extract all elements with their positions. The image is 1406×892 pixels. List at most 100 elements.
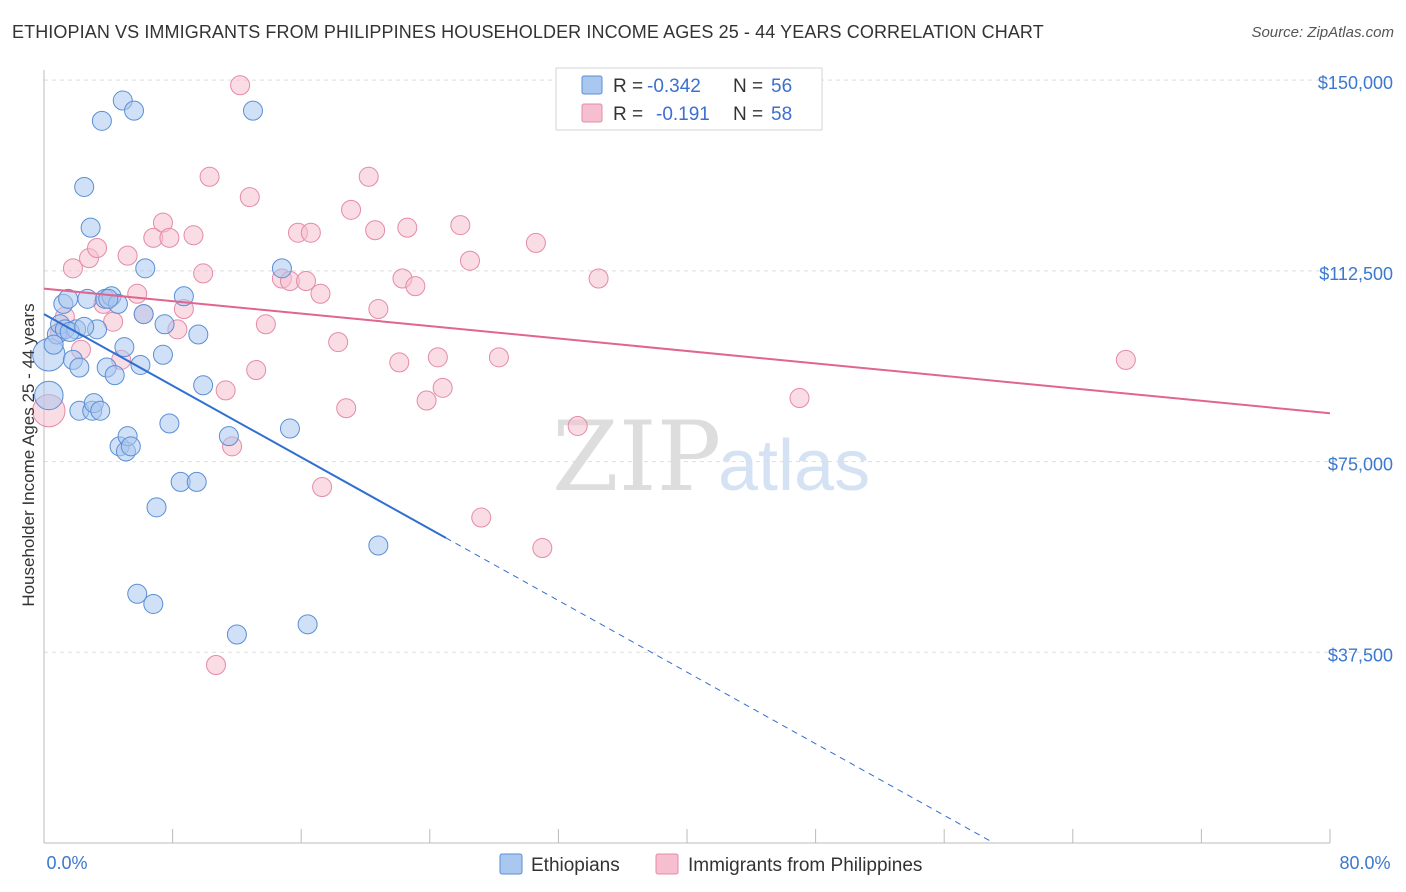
legend-r-label-1: R = [613, 76, 643, 97]
ethiopian-point [186, 471, 207, 492]
chart-title: ETHIOPIAN VS IMMIGRANTS FROM PHILIPPINES… [12, 22, 1044, 42]
ethiopian-point [193, 375, 214, 396]
philippines-point [488, 347, 509, 368]
ethiopian-point [120, 436, 141, 457]
trend-layer [43, 287, 1331, 844]
philippines-point [117, 245, 138, 266]
series-legend-swatch-philippines [655, 853, 679, 875]
philippines-point [310, 283, 331, 304]
ethiopian-point [133, 304, 154, 325]
series-legend: Ethiopians Immigrants from Philippines [499, 853, 922, 876]
ethiopian-point [98, 288, 119, 309]
y-tick-label: $112,500 [1319, 264, 1393, 284]
chart-source: Source: ZipAtlas.com [1251, 24, 1394, 41]
ethiopian-point [74, 176, 95, 197]
philippines-point [358, 166, 379, 187]
ethiopian-point [279, 418, 300, 439]
philippines-point [183, 225, 204, 246]
philippines-point [341, 199, 362, 220]
ethiopian-point [154, 314, 175, 335]
ethiopian-point [146, 497, 167, 518]
philippines-point [389, 352, 410, 373]
philippines-point [416, 390, 437, 411]
philippines-point [230, 75, 251, 96]
ethiopian-point [143, 593, 164, 614]
ethiopian-point [242, 100, 263, 121]
ethiopian-point [159, 413, 180, 434]
philippines-point [328, 332, 349, 353]
philippines-point [312, 477, 333, 498]
philippines-point [405, 276, 426, 297]
philippines-point [246, 360, 267, 381]
x-tick-label-max: 80.0% [1339, 853, 1390, 873]
legend-n-value-2: 58 [771, 104, 792, 125]
philippines-point [336, 398, 357, 419]
points-layer [32, 75, 1136, 676]
philippines-point [239, 187, 260, 208]
stats-legend: R = -0.342 N = 56 R = -0.191 N = 58 [555, 67, 823, 131]
philippines-point [365, 220, 386, 241]
ethiopian-point [127, 583, 148, 604]
philippines-point [1115, 349, 1136, 370]
philippines-point [62, 258, 83, 279]
philippines-point [427, 347, 448, 368]
y-tick-label: $37,500 [1328, 645, 1393, 665]
philippines-trend-line [43, 287, 1331, 415]
y-axis-title: Householder Income Ages 25 - 44 years [19, 303, 38, 606]
ethiopian-point [34, 380, 64, 411]
ethiopian-point [368, 535, 389, 556]
series-legend-swatch-ethiopians [499, 853, 523, 875]
philippines-point [471, 507, 492, 528]
ethiopian-point [80, 217, 101, 238]
philippines-point [532, 538, 553, 559]
philippines-point [206, 655, 227, 676]
philippines-point [300, 222, 321, 243]
ethiopian-point [124, 100, 145, 121]
y-tick-label: $75,000 [1328, 455, 1393, 475]
legend-n-label-1: N = [733, 76, 763, 97]
ethiopian-point [297, 614, 318, 635]
ethiopian-point [226, 624, 247, 645]
series-legend-philippines: Immigrants from Philippines [688, 855, 922, 876]
legend-n-label-2: N = [733, 104, 763, 125]
ethiopian-point [114, 337, 135, 358]
philippines-point [368, 299, 389, 320]
ethiopian-point [69, 357, 90, 378]
ethiopian-point [104, 365, 125, 386]
philippines-point [199, 166, 220, 187]
philippines-point [450, 215, 471, 236]
philippines-point [193, 263, 214, 284]
philippines-point [215, 380, 236, 401]
x-tick-label-min: 0.0% [46, 853, 87, 873]
philippines-point [296, 271, 317, 292]
ethiopian-point [91, 110, 112, 131]
series-legend-ethiopians: Ethiopians [531, 855, 620, 876]
legend-swatch-blue [581, 75, 603, 95]
legend-n-value-1: 56 [771, 76, 792, 97]
legend-r-value-1: -0.342 [647, 76, 701, 97]
philippines-point [255, 314, 276, 335]
philippines-point [397, 217, 418, 238]
philippines-point [525, 232, 546, 253]
ethiopian-trend-line [43, 313, 447, 539]
ethiopian-point [218, 426, 239, 447]
ethiopian-point [43, 334, 64, 355]
axis-layer: $37,500 $75,000 $112,500 $150,000 0.0% 80.0% [43, 70, 1393, 873]
legend-r-value-2: -0.191 [656, 104, 710, 125]
ethiopian-point [271, 258, 292, 279]
philippines-point [588, 268, 609, 289]
y-tick-label: $150,000 [1318, 73, 1393, 93]
philippines-point [159, 227, 180, 248]
legend-swatch-pink [581, 103, 603, 123]
philippines-point [789, 388, 810, 409]
ethiopian-point [152, 344, 173, 365]
ethiopian-point [90, 400, 111, 421]
legend-r-label-2: R = [613, 104, 643, 125]
ethiopian-point [135, 258, 156, 279]
philippines-point [87, 237, 108, 258]
watermark-atlas: atlas [718, 426, 870, 506]
ethiopian-trend-extension [445, 537, 995, 844]
philippines-point [432, 377, 453, 398]
philippines-point [567, 415, 588, 436]
